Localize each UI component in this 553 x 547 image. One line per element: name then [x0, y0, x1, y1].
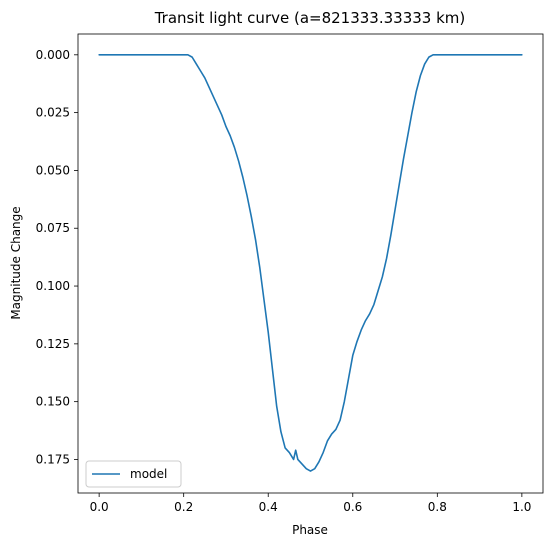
x-axis-label: Phase: [292, 523, 328, 537]
y-tick-label: 0.175: [36, 452, 70, 466]
x-tick-label: 0.2: [174, 500, 193, 514]
y-tick-label: 0.000: [36, 48, 70, 62]
x-tick-label: 0.4: [259, 500, 278, 514]
y-tick-label: 0.050: [36, 163, 70, 177]
y-axis-label: Magnitude Change: [9, 206, 23, 319]
y-tick-label: 0.150: [36, 395, 70, 409]
y-tick-label: 0.100: [36, 279, 70, 293]
x-tick-label: 1.0: [512, 500, 531, 514]
x-tick-label: 0.6: [343, 500, 362, 514]
y-tick-label: 0.125: [36, 337, 70, 351]
y-tick-label: 0.025: [36, 106, 70, 120]
y-tick-label: 0.075: [36, 221, 70, 235]
x-tick-label: 0.8: [428, 500, 447, 514]
x-tick-label: 0.0: [90, 500, 109, 514]
legend: model: [86, 461, 181, 487]
legend-label-model: model: [130, 467, 167, 481]
chart-title: Transit light curve (a=821333.33333 km): [154, 9, 466, 27]
